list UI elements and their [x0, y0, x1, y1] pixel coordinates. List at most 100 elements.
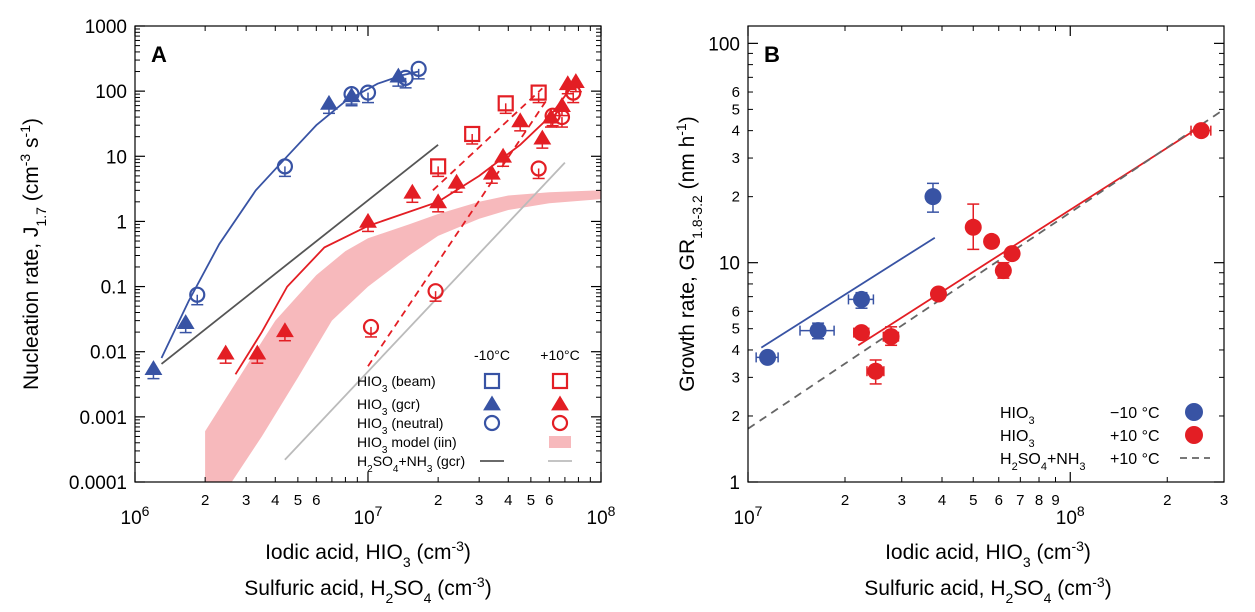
x-minor-tick-label: 6	[312, 492, 320, 509]
point-warm_gcr	[533, 129, 552, 145]
legend-marker	[1185, 403, 1203, 421]
y-tick-label: 0.1	[101, 278, 127, 299]
legend-marker-cold	[483, 372, 501, 390]
point-warm	[1003, 245, 1021, 263]
point-warm_neutral	[530, 160, 547, 177]
y-tick-label: 1	[116, 212, 127, 233]
point-warm_neutral	[362, 318, 380, 336]
x-axis-label-secondary: Sulfuric acid, H2SO4 (cm-3)	[244, 574, 491, 606]
legend-header: -10°C	[474, 347, 510, 363]
legend-temperature: +10 °C	[1110, 451, 1160, 468]
data-points-layer	[144, 60, 585, 380]
y-minor-tick-label: 6	[732, 303, 740, 320]
y-axis-label: Nucleation rate, J1.7 (cm-3 s-1)	[17, 118, 49, 390]
x-minor-tick-label: 3	[1220, 492, 1228, 509]
legend-label: HIO3	[1000, 405, 1035, 427]
point-warm_gcr	[403, 183, 422, 199]
x-tick-label: 107	[734, 503, 763, 529]
y-minor-tick-label: 2	[732, 408, 740, 425]
legend-marker-cold	[483, 395, 501, 411]
point-cold_gcr	[144, 360, 163, 376]
panel-label: B	[764, 42, 780, 67]
y-minor-tick-label: 3	[732, 369, 740, 386]
point-warm_neutral	[427, 283, 444, 300]
x-minor-tick-label: 2	[201, 492, 209, 509]
x-minor-tick-label: 8	[1035, 492, 1043, 509]
fit-line-h2so4_fit	[748, 108, 1224, 430]
legend-label: HIO3	[1000, 428, 1035, 450]
legend-label: HIO3 model (iin)	[357, 434, 457, 456]
point-cold	[809, 322, 827, 340]
legend-marker	[1185, 426, 1203, 444]
point-warm	[882, 328, 900, 346]
point-warm	[1192, 122, 1210, 140]
x-minor-tick-label: 5	[294, 492, 302, 509]
fit-lines-layer	[748, 108, 1224, 430]
fit-line-h2so4_minus10	[160, 144, 439, 365]
x-tick-label: 108	[587, 503, 616, 529]
y-minor-tick-label: 2	[732, 189, 740, 206]
legend-marker-warm	[551, 395, 569, 411]
y-tick-label: 1	[729, 473, 740, 494]
x-axis-label: Iodic acid, HIO3 (cm-3)	[265, 538, 471, 570]
legend-temperature: +10 °C	[1110, 428, 1160, 445]
x-minor-tick-label: 6	[995, 492, 1003, 509]
point-warm	[964, 218, 982, 236]
legend-header: +10°C	[540, 347, 579, 363]
x-axis-label: Iodic acid, HIO3 (cm-3)	[885, 538, 1091, 570]
point-cold_neutral	[410, 60, 427, 77]
legend-marker-cold	[483, 414, 501, 432]
point-warm_gcr	[482, 164, 501, 180]
point-warm_gcr	[566, 73, 585, 88]
fit-line-h2so4_plus10	[284, 161, 566, 461]
fit-line-warm_neutral_fit	[367, 100, 547, 367]
y-minor-tick-label: 4	[732, 342, 740, 359]
point-cold	[924, 188, 942, 206]
fit-line-cold_fit	[160, 70, 419, 359]
x-minor-tick-label: 2	[434, 492, 442, 509]
axis-ticks: 0.0001 0.001 0.01 0.1 1 10 100 1000 106 107 108 2 3 4…	[69, 17, 616, 529]
fit-line-warm_fit	[857, 125, 1202, 347]
x-minor-tick-label: 6	[545, 492, 553, 509]
point-warm_neutral	[565, 84, 582, 101]
y-tick-label: 0.01	[90, 343, 127, 364]
point-warm_beam	[430, 158, 447, 175]
point-cold_neutral	[397, 69, 414, 86]
panel-label: A	[151, 42, 167, 67]
y-axis-label: Growth rate, GR1.8-3.2 (nm h-1)	[673, 116, 705, 391]
point-warm_beam	[530, 84, 547, 101]
point-warm_gcr	[447, 173, 466, 189]
legend: HIO3 −10 °C HIO3 +10 °C H2SO4+NH3 +10 °C	[1000, 403, 1210, 473]
point-warm_gcr	[359, 212, 377, 228]
point-warm_gcr	[511, 112, 530, 128]
y-tick-label: 100	[95, 82, 127, 103]
x-minor-tick-label: 3	[242, 492, 250, 509]
point-cold_neutral	[343, 86, 360, 103]
point-warm_beam	[464, 125, 481, 143]
x-minor-tick-label: 4	[504, 492, 512, 509]
legend-label: HIO3 (gcr)	[357, 396, 420, 418]
point-cold_gcr	[176, 314, 195, 329]
point-warm	[983, 232, 1001, 250]
legend-label: H2SO4+NH3 (gcr)	[357, 453, 465, 475]
fit-lines-layer	[160, 70, 580, 461]
y-tick-label: 10	[106, 147, 127, 168]
x-tick-label: 106	[121, 503, 150, 529]
y-tick-label: 10	[719, 254, 740, 275]
x-minor-tick-label: 2	[841, 492, 849, 509]
plot-frame	[747, 25, 1225, 483]
x-minor-tick-label: 3	[898, 492, 906, 509]
legend-label: HIO3 (beam)	[357, 373, 436, 395]
x-minor-tick-label: 4	[938, 492, 946, 509]
point-cold	[759, 348, 777, 366]
legend: -10°C +10°C HIO3 (beam)HIO3 (gcr)HIO3 (neu…	[357, 347, 580, 475]
y-minor-tick-label: 6	[732, 84, 740, 101]
point-cold_gcr	[320, 94, 338, 110]
x-minor-tick-label: 3	[475, 492, 483, 509]
point-warm_gcr	[494, 147, 513, 163]
fit-line-warm_beam_fit	[432, 87, 543, 191]
point-warm_gcr	[275, 322, 294, 338]
fit-line-cold_fit	[760, 236, 936, 349]
y-tick-label: 0.001	[79, 408, 127, 429]
